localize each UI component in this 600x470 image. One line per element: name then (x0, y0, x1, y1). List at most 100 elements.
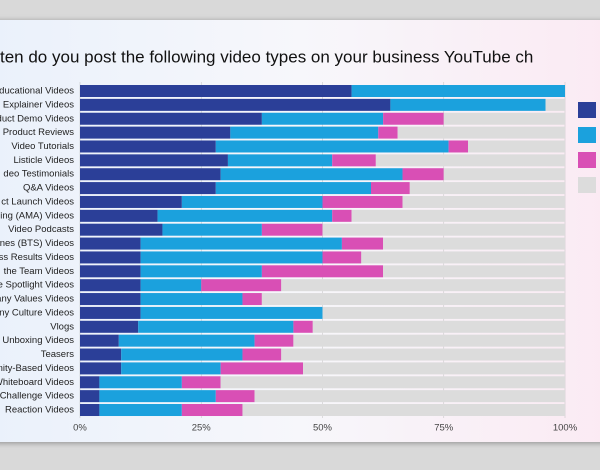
bar-segment (80, 306, 141, 319)
bar-segment (402, 168, 444, 181)
x-tick-label: 25% (192, 423, 212, 434)
bar-segment (281, 348, 565, 361)
bar-segment (378, 126, 398, 139)
bar-segment (181, 404, 243, 417)
bar-segment (254, 334, 294, 347)
category-label: Product Reviews (3, 127, 75, 138)
bar-segment (545, 98, 565, 111)
bar-segment (448, 140, 468, 153)
category-label: Video Podcasts (8, 224, 74, 235)
bar-segment (80, 223, 163, 236)
category-label: ss Results Videos (0, 252, 74, 263)
bar-segment (80, 195, 182, 208)
bar-segment (80, 182, 216, 195)
bar-segment (351, 85, 565, 97)
category-label: Q&A Videos (23, 183, 74, 194)
bar-segment (220, 376, 565, 389)
bar-segment (157, 209, 333, 222)
bar-segment (80, 168, 221, 181)
bar-segment (140, 306, 323, 319)
bar-segment (80, 293, 141, 306)
category-label: Listicle Videos (13, 155, 74, 166)
category-label: ny Culture Videos (0, 307, 74, 318)
bar-segment (261, 293, 565, 306)
bar-segment (99, 390, 216, 403)
legend-swatch (578, 102, 596, 118)
bar-segment (215, 140, 449, 153)
bar-segment (227, 154, 333, 167)
bar-segment (181, 195, 323, 208)
category-label: Video Tutorials (11, 141, 74, 152)
bar-segment (80, 334, 119, 347)
bar-segment (351, 209, 565, 222)
bar-segment (443, 112, 565, 125)
bar-segment (118, 334, 255, 347)
bar-segment (322, 306, 565, 319)
x-tick-label: 75% (434, 423, 454, 434)
bar-segment (332, 209, 352, 222)
bar-segment (402, 195, 565, 208)
bar-segment (468, 140, 565, 153)
bar-segment (409, 182, 565, 195)
category-label: Challenge Videos (0, 391, 74, 402)
bar-segment (80, 112, 262, 125)
bar-segment (220, 168, 403, 181)
bar-segment (80, 320, 139, 333)
bar-segment (80, 348, 122, 361)
bar-segment (80, 140, 216, 153)
bar-segment (99, 376, 182, 389)
bar-segment (140, 293, 243, 306)
bar-segment (121, 362, 221, 375)
bar-segment (341, 237, 384, 250)
bar-segment (293, 320, 313, 333)
bar-segment (181, 376, 221, 389)
bar-segment (140, 251, 323, 264)
bar-segment (220, 362, 304, 375)
bar-segment (303, 362, 565, 375)
bar-segment (322, 195, 403, 208)
category-label: Vlogs (50, 321, 74, 332)
bar-segment (80, 85, 352, 97)
bar-segment (397, 126, 565, 139)
category-label: ing (AMA) Videos (0, 210, 74, 221)
bar-segment (375, 154, 565, 167)
bar-segment (215, 390, 255, 403)
bar-segment (140, 237, 342, 250)
category-label: duct Demo Videos (0, 113, 74, 124)
bar-segment (215, 182, 371, 195)
bar-segment (242, 348, 282, 361)
bar-segment (80, 251, 141, 264)
category-label: Whiteboard Videos (0, 377, 74, 388)
category-label: Teasers (41, 349, 75, 360)
bar-segment (390, 98, 546, 111)
bar-segment (99, 404, 182, 417)
category-label: e Spotlight Videos (0, 280, 74, 291)
bar-segment (201, 279, 282, 292)
bar-segment (281, 279, 565, 292)
category-label: Explainer Videos (3, 99, 74, 110)
bar-segment (254, 390, 565, 403)
bar-segment (383, 237, 565, 250)
x-tick-label: 0% (73, 423, 87, 434)
bar-segment (80, 237, 141, 250)
category-label: deo Testimonials (3, 169, 74, 180)
bar-segment (383, 112, 444, 125)
bar-segment (138, 320, 294, 333)
bar-segment (80, 404, 100, 417)
category-label: Unboxing Videos (2, 335, 74, 346)
bar-segment (242, 404, 565, 417)
bar-segment (383, 265, 565, 278)
bar-segment (80, 154, 228, 167)
category-label: nity-Based Videos (0, 363, 74, 374)
bar-segment (140, 265, 262, 278)
category-label: Reaction Videos (5, 405, 74, 416)
bar-segment (80, 209, 158, 222)
bar-segment (80, 279, 141, 292)
bar-segment (80, 265, 141, 278)
bar-segment (80, 362, 122, 375)
bar-segment (230, 126, 379, 139)
bar-segment (371, 182, 410, 195)
x-tick-label: 50% (313, 423, 333, 434)
bar-segment (361, 251, 565, 264)
